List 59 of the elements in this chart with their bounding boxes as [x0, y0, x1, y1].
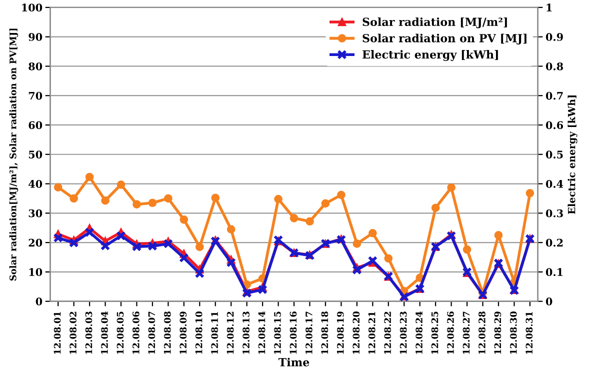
y-tick-label: 100	[22, 4, 42, 12]
y-axis-title: Solar radiation[MJ/m²], Solar radiation on PV[MJ]	[9, 28, 18, 281]
y2-tick-label: 0.4	[546, 180, 564, 188]
x-tick-label: 12.08.12	[226, 312, 234, 354]
x-tick-label: 12.08.22	[384, 312, 392, 354]
x-tick-label: 12.08.16	[290, 312, 297, 354]
y2-tick-label: 0.7	[546, 92, 563, 100]
x-tick-label: 12.08.29	[494, 312, 502, 354]
y2-tick-label: 0.5	[546, 150, 563, 158]
x-tick-label: 12.08.13	[242, 312, 250, 354]
y-tick-label: 20	[28, 238, 42, 247]
x-tick-label: 12.08.20	[352, 311, 360, 354]
x-tick-label: 12.08.17	[306, 312, 312, 354]
x-tick-label: 12.08.09	[180, 312, 187, 354]
y-tick-label: 0	[36, 298, 42, 306]
x-tick-label: 12.08.23	[400, 312, 407, 354]
x-tick-label: 12.08.14	[258, 311, 266, 354]
y2-tick-label: 0.6	[546, 121, 564, 130]
x-tick-label: 12.08.02	[70, 312, 76, 354]
x-tick-label: 12.08.04	[101, 311, 108, 354]
x-tick-label: 12.08.30	[510, 311, 517, 354]
x-tick-label: 12.08.25	[431, 312, 438, 354]
x-tick-label: 12.08.05	[116, 312, 124, 354]
x-tick-label: 12.08.24	[416, 311, 422, 354]
x-tick-label: 12.08.26	[447, 312, 454, 354]
x-tick-label: 12.08.28	[478, 312, 486, 354]
legend-label: Solar radiation [MJ/m²]	[362, 17, 507, 28]
x-tick-label: 12.08.08	[164, 312, 171, 354]
x-tick-label: 12.08.15	[274, 312, 281, 354]
legend-label: Electric energy [kWh]	[362, 50, 498, 61]
y-tick-label: 40	[28, 180, 42, 188]
y2-tick-label: 0	[546, 298, 552, 306]
y2-tick-label: 0.1	[546, 268, 563, 276]
y-tick-label: 30	[28, 209, 42, 218]
y2-tick-label: 0.3	[546, 209, 563, 218]
x-tick-label: 12.08.10	[195, 311, 202, 354]
y2-tick-label: 0.8	[546, 62, 564, 70]
x-tick-label: 12.08.31	[526, 312, 533, 354]
x-tick-label: 12.08.06	[132, 312, 140, 354]
y-tick-label: 80	[28, 62, 42, 70]
y-tick-label: 70	[28, 92, 42, 100]
x-tick-label: 12.08.27	[462, 312, 470, 354]
y2-tick-label: 1	[546, 4, 552, 12]
y2-axis-title: Electric energy [kWh]	[568, 96, 578, 214]
x-tick-label: 12.08.01	[54, 312, 61, 354]
x-tick-label: 12.08.11	[211, 312, 218, 354]
y-tick-label: 50	[28, 150, 42, 158]
legend-label: Solar radiation on PV [MJ]	[362, 34, 526, 45]
y-tick-label: 90	[28, 33, 42, 41]
x-tick-label: 12.08.03	[85, 312, 92, 354]
x-tick-label: 12.08.18	[321, 312, 328, 354]
x-tick-label: 12.08.21	[368, 312, 376, 354]
y2-tick-label: 0.9	[546, 33, 563, 41]
x-tick-label: 12.08.19	[337, 312, 344, 354]
y-tick-label: 10	[29, 268, 42, 276]
x-axis-title: Time	[278, 358, 310, 366]
y2-tick-label: 0.2	[546, 238, 563, 247]
y-tick-label: 60	[28, 121, 42, 130]
x-tick-label: 12.08.07	[148, 312, 156, 354]
